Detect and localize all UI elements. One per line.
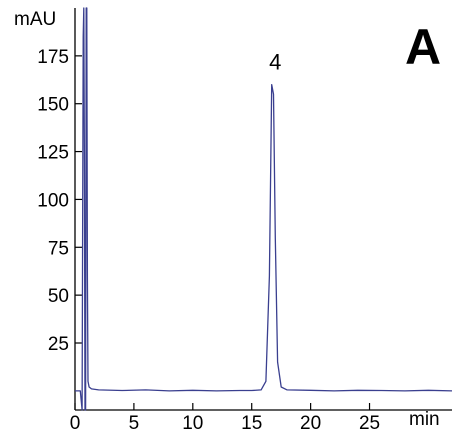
panel-label: A [405,19,441,75]
y-tick-label: 150 [37,95,69,116]
x-tick-label: 20 [300,413,321,432]
y-tick-label: 25 [48,334,69,355]
series-line-0 [75,7,453,411]
y-tick-label: 175 [37,47,69,68]
y-tick-label: 50 [48,286,69,307]
x-tick-label: 5 [129,413,140,432]
x-ticks: 0 5 10 15 20 25 [70,403,380,432]
y-ticks: 25 50 75 100 125 150 175 [37,47,82,355]
x-tick-label: 0 [70,413,81,432]
x-unit-label: min [409,409,440,430]
y-tick-label: 100 [37,190,69,211]
x-tick-label: 10 [182,413,203,432]
y-unit-label: mAU [14,9,56,30]
x-tick-label: 15 [241,413,262,432]
peak-label: 4 [269,49,281,74]
x-tick-label: 25 [359,413,380,432]
y-tick-label: 75 [48,238,69,259]
plot-area: 4 [75,7,453,411]
y-tick-label: 125 [37,143,69,164]
